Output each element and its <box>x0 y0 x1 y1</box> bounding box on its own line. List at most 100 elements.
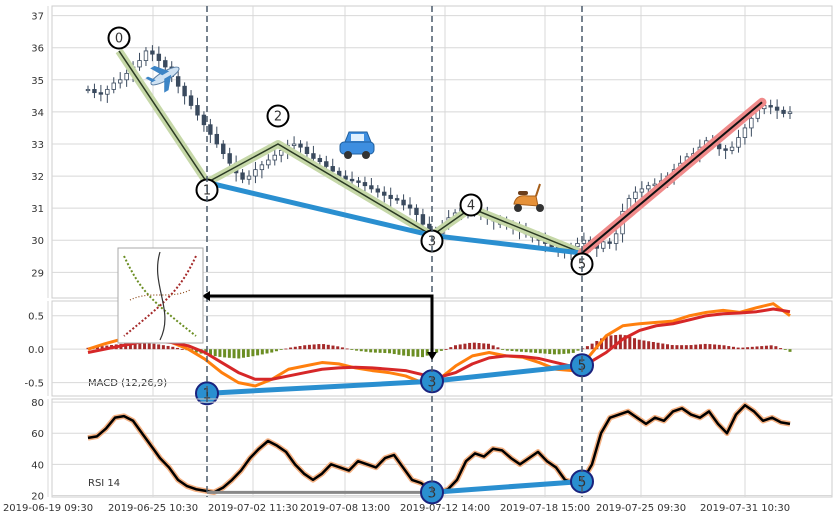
pivot-zigzag <box>118 50 583 254</box>
price-frame <box>51 5 833 299</box>
candle-body <box>214 133 220 145</box>
macd-histogram-bar <box>576 349 580 351</box>
macd-histogram-bar <box>421 349 425 358</box>
candle-body <box>575 243 580 248</box>
macd-histogram-bar <box>176 347 180 350</box>
rsi-y-tick-label: 20 <box>31 491 44 502</box>
scooter-wheel <box>514 204 522 212</box>
candle <box>729 141 735 155</box>
candle <box>781 106 786 118</box>
macd-histogram-bar <box>689 345 693 350</box>
macd-histogram-bar <box>727 346 731 350</box>
price-y-tick-label: 35 <box>31 76 44 87</box>
candle-body <box>253 169 258 177</box>
candle <box>208 118 213 144</box>
candle <box>98 84 104 102</box>
macd-histogram-bar <box>708 344 712 350</box>
macd-histogram-bar <box>152 343 156 350</box>
candle <box>246 170 252 185</box>
macd-histogram-bar <box>515 349 519 352</box>
macd-histogram-bar <box>750 346 754 350</box>
candle-body <box>356 180 361 183</box>
price-y-tick-label: 30 <box>31 236 44 247</box>
candle-body <box>742 127 748 138</box>
scooter-body <box>513 195 539 207</box>
car-icon <box>339 131 375 159</box>
macd-histogram-bar <box>95 346 99 350</box>
candle-body <box>388 194 393 199</box>
scooter-wheel <box>536 204 544 212</box>
rsi-y-tick-label: 60 <box>31 429 44 440</box>
scooter-seat <box>518 191 528 195</box>
airplane-wing <box>150 65 170 76</box>
candle <box>272 147 277 166</box>
candle-body <box>317 158 323 163</box>
rsi-point-label: 3 <box>428 485 437 501</box>
macd-histogram-bar <box>661 343 665 350</box>
macd-histogram-bar <box>373 349 377 353</box>
macd-histogram-bar <box>355 349 359 351</box>
candle <box>253 161 258 184</box>
candle <box>175 68 181 94</box>
macd-histogram-bar <box>628 336 632 350</box>
macd-histogram-bar <box>312 344 316 350</box>
macd-histogram-bar <box>755 346 759 350</box>
pivot-label: 4 <box>467 199 475 214</box>
macd-histogram-bar <box>774 346 778 350</box>
macd-histogram-bar <box>322 344 326 350</box>
macd-histogram-bar <box>449 347 453 350</box>
candle <box>736 129 741 153</box>
macd-histogram-bar <box>567 349 571 354</box>
macd-histogram-bar <box>284 348 288 350</box>
macd-histogram-bar <box>147 343 151 350</box>
macd-histogram-bar <box>246 349 250 357</box>
candle-body <box>749 117 754 129</box>
macd-histogram-bar <box>406 349 410 357</box>
macd-histogram-bar <box>703 343 707 350</box>
macd-histogram-bar <box>477 343 481 350</box>
macd-frame <box>51 300 833 397</box>
car-wheel <box>344 151 352 159</box>
macd-histogram-bar <box>223 349 227 358</box>
macd-histogram-bar <box>453 345 457 350</box>
macd-histogram-bar <box>237 349 241 359</box>
candle <box>105 85 110 103</box>
macd-histogram-bar <box>783 349 787 350</box>
macd-histogram-bar <box>698 344 702 350</box>
price-y-tick-label: 34 <box>31 108 44 119</box>
macd-histogram-bar <box>411 349 415 357</box>
pivot-circle <box>459 193 483 217</box>
inset-curve <box>123 255 197 337</box>
candle-body <box>143 50 149 61</box>
candle-body <box>137 60 142 68</box>
macd-y-tick-label: 0.5 <box>28 312 44 323</box>
candle <box>723 144 728 160</box>
macd-histogram-bar <box>736 347 740 350</box>
candle <box>111 77 116 94</box>
macd-histogram-bar <box>161 345 165 350</box>
candle <box>163 56 168 71</box>
candle-body <box>118 79 123 84</box>
macd-histogram-bar <box>505 349 509 351</box>
candle-body <box>311 153 316 159</box>
macd-histogram-bar <box>590 343 594 350</box>
candle-body <box>781 109 786 114</box>
macd-histogram-bar <box>444 349 448 350</box>
pivot-label: 2 <box>274 110 282 125</box>
macd-histogram-bar <box>157 344 161 350</box>
candle-body <box>227 153 232 164</box>
macd-histogram-bar <box>529 349 533 353</box>
pivot-marker: 4 <box>459 193 483 217</box>
macd-histogram-bar <box>227 349 231 358</box>
macd-histogram-bar <box>731 346 735 350</box>
rsi-point-label: 5 <box>578 474 587 490</box>
macd-histogram-bar <box>100 346 104 350</box>
candle-body <box>246 175 252 180</box>
candle-body <box>175 76 181 87</box>
candle <box>420 208 426 229</box>
candle-body <box>208 124 213 135</box>
candle <box>85 85 91 94</box>
macd-histogram-bar <box>670 345 674 350</box>
candle-body <box>394 198 400 201</box>
